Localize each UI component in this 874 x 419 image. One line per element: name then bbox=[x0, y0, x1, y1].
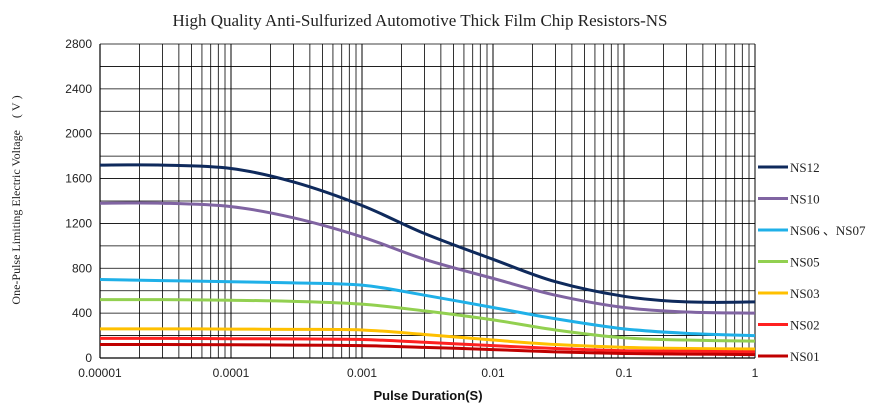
series-lines bbox=[99, 163, 756, 357]
y-tick-label: 2400 bbox=[65, 82, 92, 96]
y-axis-label: One-Pulse Limiting Electric Voltage ( V … bbox=[9, 95, 23, 304]
series-line-ns03 bbox=[99, 327, 756, 351]
x-tick-label: 1 bbox=[752, 366, 759, 380]
series-line-ns06-ns07 bbox=[99, 278, 756, 338]
x-axis-label: Pulse Duration(S) bbox=[373, 388, 482, 403]
y-tick-label: 1200 bbox=[65, 216, 92, 230]
x-tick-label: 0.00001 bbox=[78, 366, 122, 380]
series-line-ns02 bbox=[99, 336, 756, 354]
axes: 0 400 800 1200 1600 2000 2400 2800 0.00001 0.0001… bbox=[65, 37, 758, 380]
y-tick-label: 2000 bbox=[65, 127, 92, 141]
legend-label-ns02: NS02 bbox=[790, 318, 820, 333]
y-tick-label: 400 bbox=[72, 306, 92, 320]
series-line-ns10 bbox=[99, 201, 756, 315]
x-tick-label: 0.0001 bbox=[213, 366, 250, 380]
x-tick-label: 0.01 bbox=[481, 366, 505, 380]
y-tick-label: 0 bbox=[85, 351, 92, 365]
legend-label-ns03: NS03 bbox=[790, 286, 820, 301]
legend-label-ns12: NS12 bbox=[790, 160, 820, 175]
grid bbox=[99, 43, 756, 359]
y-tick-label: 1600 bbox=[65, 172, 92, 186]
legend-label-ns05: NS05 bbox=[790, 255, 820, 270]
series-line-ns01 bbox=[99, 343, 756, 357]
y-tick-label: 2800 bbox=[65, 37, 92, 51]
series-line-ns05 bbox=[99, 298, 756, 343]
legend-label-ns01: NS01 bbox=[790, 349, 820, 364]
series-line-ns12 bbox=[99, 163, 756, 304]
legend-label-ns10: NS10 bbox=[790, 192, 820, 207]
x-tick-label: 0.001 bbox=[347, 366, 377, 380]
x-tick-label: 0.1 bbox=[616, 366, 633, 380]
legend: NS12 NS10 NS06 、NS07 NS05 NS03 NS02 NS01 bbox=[758, 160, 866, 364]
legend-label-ns06-ns07: NS06 、NS07 bbox=[790, 223, 866, 238]
chart-title: High Quality Anti-Sulfurized Automotive … bbox=[172, 11, 667, 30]
y-tick-label: 800 bbox=[72, 261, 92, 275]
